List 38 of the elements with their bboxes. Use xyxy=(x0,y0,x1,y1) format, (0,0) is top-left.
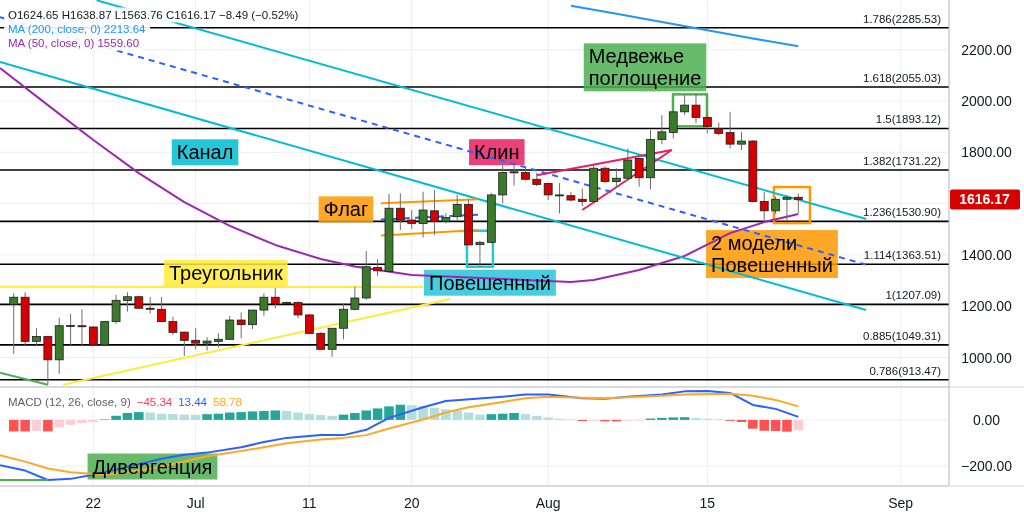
y-tick-label: 2000.00 xyxy=(961,93,1013,110)
x-tick-label: Jul xyxy=(186,495,205,511)
text: MACD (12, 26, close, 9) xyxy=(8,396,131,408)
ref-line-label: 1(1207.09) xyxy=(885,289,942,302)
ref-line-label: 1.5(1893.12) xyxy=(875,113,942,126)
annotation: Медвежье поглощение xyxy=(588,45,702,90)
y-tick-label: 1000.00 xyxy=(961,349,1013,366)
annotation: Канал xyxy=(176,141,234,164)
series-label: −45.34 xyxy=(136,396,173,408)
series-label: MA (50, close, 0) 1559.60 xyxy=(8,37,140,49)
ref-line-label: 1.618(2055.03) xyxy=(862,71,942,84)
y-tick-label: 1400.00 xyxy=(961,246,1013,263)
x-tick-label: 15 xyxy=(699,495,716,511)
x-tick-label: 20 xyxy=(403,495,420,511)
x-tick-label: Sep xyxy=(888,495,914,511)
x-tick-label: 11 xyxy=(302,495,317,511)
text: 58.78 xyxy=(213,396,242,408)
ref-line-label: 1.236(1530.90) xyxy=(862,206,942,219)
y-tick-label: 2200.00 xyxy=(961,41,1013,58)
annotation: Треугольник xyxy=(168,261,283,284)
y-tick-label: −200.00 xyxy=(961,457,1013,474)
text: 1616.17 xyxy=(959,191,1010,208)
ref-line-label: 1.786(2285.53) xyxy=(862,12,942,25)
x-tick-label: 22 xyxy=(85,495,102,511)
y-tick-label: 0.00 xyxy=(972,411,1001,428)
annotation: Клин xyxy=(474,141,520,164)
y-tick-label: 1200.00 xyxy=(961,298,1013,315)
text: MA (200, close, 0) 2213.64 xyxy=(8,23,147,35)
ref-line-label: 0.786(913.47) xyxy=(869,364,942,377)
annotation: Флаг xyxy=(323,198,369,221)
x-tick-label: Aug xyxy=(535,495,561,511)
text: 13.44 xyxy=(178,396,208,408)
annotation: 2 модели Повешенный xyxy=(711,232,833,277)
ref-line-label: 1.382(1731.22) xyxy=(862,154,942,167)
ref-line-label: 0.885(1049.31) xyxy=(862,329,942,342)
y-tick-label: 1800.00 xyxy=(961,144,1013,161)
ref-line-label: 1.114(1363.51) xyxy=(863,249,942,262)
annotation: O1624.65 H1638.87 L1563.76 C1616.17 −8.49 (−0.52%) xyxy=(8,9,299,21)
